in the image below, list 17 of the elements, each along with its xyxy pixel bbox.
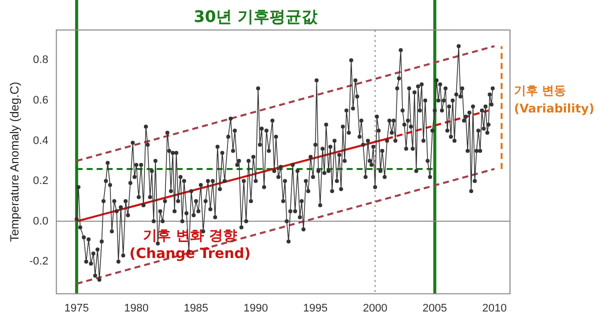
x-tick-label: 1990 <box>243 302 268 314</box>
x-tick-label: 1975 <box>64 302 89 314</box>
y-tick-label: 0.0 <box>33 215 48 228</box>
x-tick-label: 2005 <box>422 302 448 314</box>
chart-title: 30년 기후평균값 <box>194 7 319 26</box>
x-tick-label: 1980 <box>124 302 149 314</box>
y-tick-label: 0.8 <box>33 54 48 66</box>
y-tick-label: 0.2 <box>33 175 48 188</box>
y-tick-label: -0.2 <box>29 256 48 268</box>
annotation: 기후 변동 (Variability) <box>514 84 594 116</box>
y-tick-label: 0.4 <box>33 134 48 147</box>
x-tick-label: 2010 <box>482 302 507 314</box>
x-tick-label: 1995 <box>303 302 328 314</box>
y-tick-label: 0.6 <box>33 94 48 107</box>
y-axis-title: Temperature Anomaly (deg.C) <box>8 82 22 242</box>
x-tick-label: 2000 <box>362 302 388 314</box>
x-tick-label: 1985 <box>184 302 208 314</box>
